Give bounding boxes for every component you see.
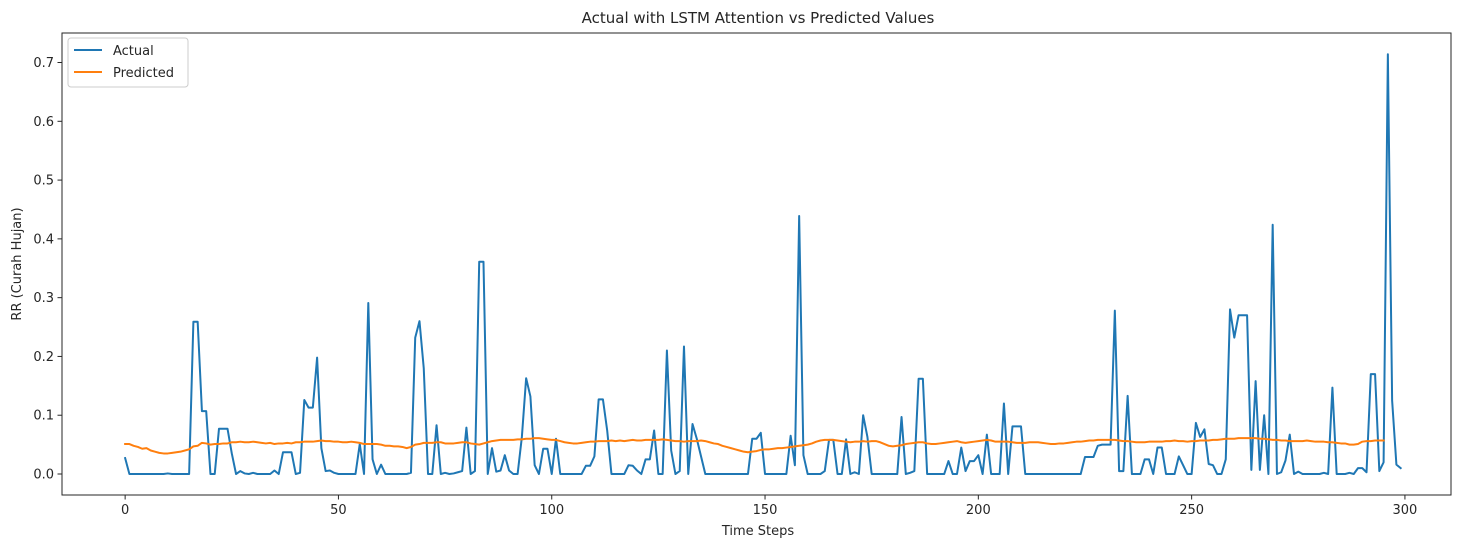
x-tick-label: 50 <box>330 503 347 518</box>
x-axis-title: Time Steps <box>721 524 795 539</box>
x-tick-label: 300 <box>1393 503 1418 518</box>
y-tick-label: 0.2 <box>33 350 54 365</box>
x-tick-label: 150 <box>753 503 778 518</box>
y-tick-label: 0.3 <box>33 291 54 306</box>
y-tick-label: 0.4 <box>33 232 54 247</box>
y-tick-label: 0.6 <box>33 115 54 130</box>
legend-label-predicted: Predicted <box>113 66 174 81</box>
y-tick-label: 0.5 <box>33 174 54 189</box>
y-tick-label: 0.0 <box>33 468 54 483</box>
x-tick-label: 0 <box>121 503 129 518</box>
x-axis: 0 50 100 150 200 250 300 <box>121 495 1417 518</box>
y-axis-title: RR (Curah Hujan) <box>10 207 25 320</box>
y-axis: 0.0 0.1 0.2 0.3 0.4 0.5 0.6 0.7 <box>33 56 62 483</box>
legend-label-actual: Actual <box>113 44 154 59</box>
chart-title: Actual with LSTM Attention vs Predicted … <box>582 9 935 27</box>
series-line-predicted <box>124 437 1385 455</box>
x-tick-label: 200 <box>966 503 991 518</box>
y-tick-label: 0.1 <box>33 409 54 424</box>
plot-frame <box>61 32 1452 496</box>
x-tick-label: 100 <box>539 503 564 518</box>
series-line-actual <box>123 53 1403 476</box>
series-layer <box>123 53 1403 476</box>
legend: Actual Predicted <box>67 37 189 88</box>
x-tick-label: 250 <box>1179 503 1204 518</box>
y-tick-label: 0.7 <box>33 56 54 71</box>
